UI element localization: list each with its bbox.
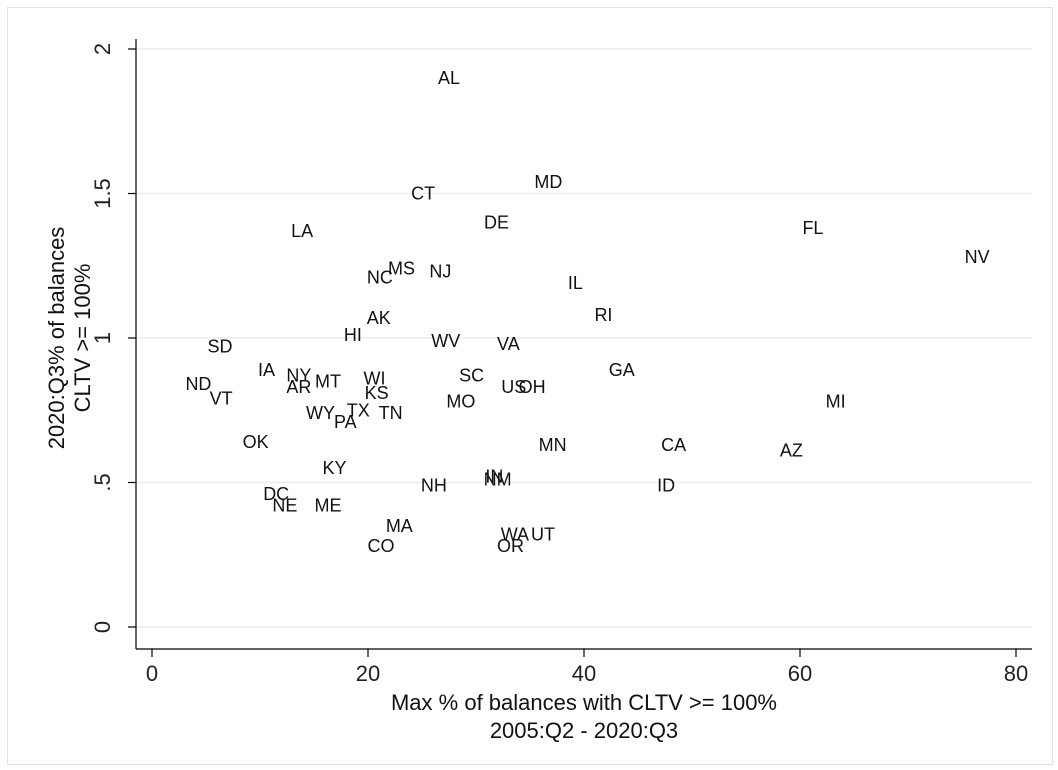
x-tick-label: 80 — [1004, 661, 1028, 686]
point-label-hi: HI — [344, 325, 362, 345]
point-label-ok: OK — [243, 432, 269, 452]
point-label-dc: DC — [263, 484, 289, 504]
point-label-mi: MI — [826, 392, 846, 412]
y-tick-label: 2 — [90, 43, 115, 55]
point-label-nj: NJ — [429, 262, 451, 282]
x-tick-label: 60 — [788, 661, 812, 686]
point-label-ny: NY — [286, 366, 311, 386]
point-label-wi: WI — [363, 368, 385, 388]
point-label-tn: TN — [379, 403, 403, 423]
point-label-de: DE — [484, 212, 509, 232]
point-label-mn: MN — [539, 435, 567, 455]
ticks: 0.511.520 20 40 60 80 — [90, 43, 1028, 686]
point-label-nm: NM — [484, 470, 512, 490]
x-axis-title-line-2: 2005:Q2 - 2020:Q3 — [490, 718, 678, 743]
point-label-ga: GA — [609, 360, 635, 380]
point-label-in: IN — [485, 467, 503, 487]
point-label-la: LA — [291, 221, 313, 241]
point-label-il: IL — [568, 273, 583, 293]
x-tick-label: 20 — [356, 661, 380, 686]
point-label-co: CO — [367, 536, 394, 556]
point-label-ne: NE — [272, 496, 297, 516]
gridlines — [136, 48, 1032, 628]
point-label-ms: MS — [388, 259, 415, 279]
point-label-al: AL — [438, 68, 460, 88]
x-axis-title-line-1: Max % of balances with CLTV >= 100% — [391, 690, 777, 715]
point-label-va: VA — [497, 334, 520, 354]
x-tick-label: 0 — [146, 661, 158, 686]
point-label-fl: FL — [802, 218, 823, 238]
point-label-me: ME — [315, 496, 342, 516]
point-label-ak: AK — [367, 308, 391, 328]
point-label-vt: VT — [210, 389, 233, 409]
point-label-sc: SC — [459, 366, 484, 386]
point-label-sd: SD — [208, 337, 233, 357]
axes — [135, 39, 1032, 650]
point-label-az: AZ — [780, 441, 803, 461]
point-label-ar: AR — [286, 377, 311, 397]
point-label-wa: WA — [501, 525, 529, 545]
y-tick-label: 1.5 — [90, 178, 115, 209]
chart-frame — [7, 7, 1053, 765]
point-label-nd: ND — [185, 374, 211, 394]
point-label-ma: MA — [386, 516, 413, 536]
point-label-ks: KS — [365, 383, 389, 403]
point-label-wy: WY — [306, 403, 335, 423]
point-label-ri: RI — [594, 305, 612, 325]
point-label-md: MD — [534, 172, 562, 192]
point-label-oh: OH — [519, 377, 546, 397]
point-label-ky: KY — [323, 458, 347, 478]
point-label-ia: IA — [258, 360, 275, 380]
point-label-ct: CT — [411, 184, 435, 204]
y-tick-label: 0 — [90, 621, 115, 633]
point-label-nv: NV — [965, 247, 990, 267]
point-label-nh: NH — [421, 475, 447, 495]
point-label-ca: CA — [661, 435, 686, 455]
point-label-mo: MO — [446, 392, 475, 412]
x-tick-label: 40 — [572, 661, 596, 686]
point-label-us: US — [501, 377, 526, 397]
point-label-tx: TX — [347, 400, 370, 420]
point-label-mt: MT — [315, 371, 341, 391]
y-axis-title-line-2: CLTV >= 100% — [70, 264, 95, 413]
point-label-or: OR — [497, 536, 524, 556]
y-tick-label: 1 — [90, 332, 115, 344]
point-label-pa: PA — [334, 412, 357, 432]
axis-titles: Max % of balances with CLTV >= 100% 2005… — [44, 227, 777, 743]
y-axis-title-line-1: 2020:Q3% of balances — [44, 227, 69, 450]
point-label-id: ID — [657, 475, 675, 495]
point-label-nc: NC — [367, 267, 393, 287]
y-tick-label: .5 — [90, 473, 115, 491]
point-label-wv: WV — [431, 331, 460, 351]
point-label-ut: UT — [531, 525, 555, 545]
